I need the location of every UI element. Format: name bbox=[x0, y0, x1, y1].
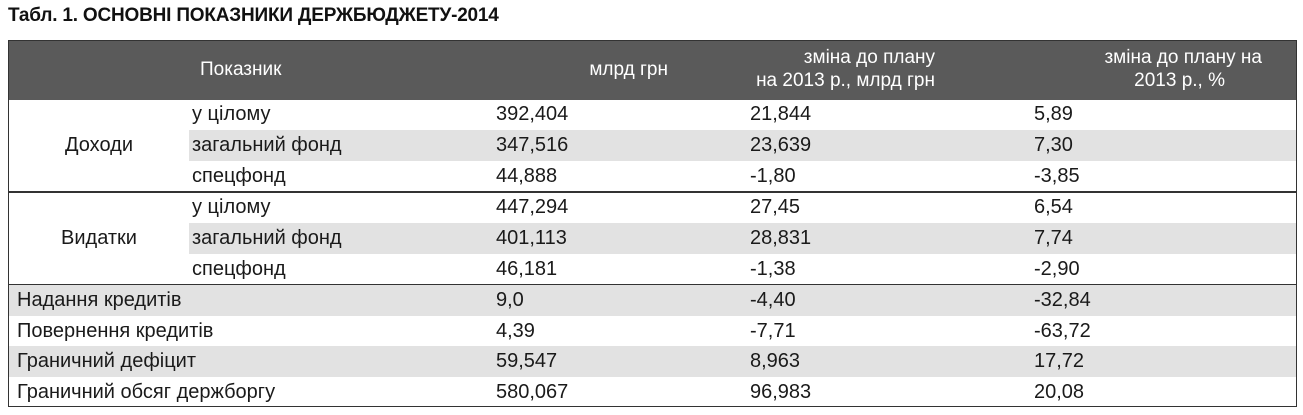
value-change-pct: 20,08 bbox=[1034, 380, 1085, 403]
value-bn: 401,113 bbox=[496, 227, 567, 249]
value-change-bn: 8,963 bbox=[750, 350, 801, 372]
value-change-bn: -1,38 bbox=[750, 258, 796, 280]
value-bn: 59,547 bbox=[496, 350, 558, 372]
row-label: у цілому bbox=[192, 196, 271, 218]
value-bn: 9,0 bbox=[496, 289, 524, 311]
value-change-bn: 21,844 bbox=[750, 103, 812, 125]
table-header: Показник млрд грн зміна до плану на 2013… bbox=[9, 41, 1296, 100]
value-change-pct: -63,72 bbox=[1034, 319, 1091, 342]
value-change-pct: -32,84 bbox=[1034, 289, 1091, 311]
row-label: Граничний обсяг держборгу bbox=[17, 380, 276, 403]
row-label: Надання кредитів bbox=[17, 289, 182, 311]
header-bn: млрд грн bbox=[589, 59, 668, 80]
value-change-bn: -4,40 bbox=[750, 289, 796, 311]
table-row: Надання кредитів 9,0 -4,40 -32,84 bbox=[9, 285, 1296, 316]
value-change-pct: 6,54 bbox=[1034, 196, 1073, 218]
row-label: спецфонд bbox=[192, 165, 286, 187]
header-indicator: Показник bbox=[200, 59, 282, 80]
table-row: у цілому 392,404 21,844 5,89 bbox=[9, 99, 1296, 130]
table-row: спецфонд 44,888 -1,80 -3,85 bbox=[9, 161, 1296, 192]
group-label: Доходи bbox=[65, 134, 133, 156]
value-change-bn: 28,831 bbox=[750, 227, 812, 249]
row-label: загальний фонд bbox=[192, 134, 342, 156]
row-label: Граничний дефіцит bbox=[17, 350, 197, 372]
table-row: спецфонд 46,181 -1,38 -2,90 bbox=[9, 254, 1296, 285]
value-change-pct: -2,90 bbox=[1034, 258, 1080, 280]
header-change-pct-line1: зміна до плану на bbox=[1104, 47, 1262, 68]
table-row: загальний фонд 401,113 28,831 7,74 bbox=[9, 223, 1296, 254]
value-bn: 44,888 bbox=[496, 165, 558, 187]
row-label: Повернення кредитів bbox=[17, 319, 214, 342]
table-row: Повернення кредитів 4,39 -7,71 -63,72 bbox=[9, 316, 1296, 347]
value-bn: 4,39 bbox=[496, 319, 535, 342]
row-label: спецфонд bbox=[192, 258, 286, 280]
value-change-bn: -7,71 bbox=[750, 319, 796, 342]
table-row: у цілому 447,294 27,45 6,54 bbox=[9, 192, 1296, 223]
value-bn: 347,516 bbox=[496, 134, 569, 156]
value-change-pct: 7,30 bbox=[1034, 134, 1073, 156]
row-label: загальний фонд bbox=[192, 227, 342, 249]
budget-table: Показник млрд грн зміна до плану на 2013… bbox=[8, 40, 1297, 407]
value-bn: 447,294 bbox=[496, 196, 569, 218]
value-bn: 580,067 bbox=[496, 380, 569, 403]
value-bn: 46,181 bbox=[496, 258, 558, 280]
table-row: загальний фонд 347,516 23,639 7,30 bbox=[9, 130, 1296, 161]
header-change-bn-line2: на 2013 р., млрд грн bbox=[756, 70, 935, 91]
value-change-bn: 23,639 bbox=[750, 134, 812, 156]
group-label: Видатки bbox=[61, 227, 137, 249]
value-change-bn: 96,983 bbox=[750, 380, 812, 403]
value-change-pct: 17,72 bbox=[1034, 350, 1085, 372]
table-row: Граничний дефіцит 59,547 8,963 17,72 bbox=[9, 346, 1296, 377]
header-change-bn-line1: зміна до плану bbox=[803, 47, 935, 68]
header-change-pct-line2: 2013 р., % bbox=[1134, 70, 1225, 91]
value-change-bn: -1,80 bbox=[750, 165, 796, 187]
value-change-pct: -3,85 bbox=[1034, 165, 1080, 187]
value-change-bn: 27,45 bbox=[750, 196, 801, 218]
value-change-pct: 7,74 bbox=[1034, 227, 1073, 249]
table-row: Граничний обсяг держборгу 580,067 96,983 20… bbox=[9, 377, 1296, 408]
value-bn: 392,404 bbox=[496, 103, 569, 125]
group-divider bbox=[9, 191, 1296, 193]
row-label: у цілому bbox=[192, 103, 271, 125]
value-change-pct: 5,89 bbox=[1034, 103, 1073, 125]
table-title: Табл. 1. ОСНОВНІ ПОКАЗНИКИ ДЕРЖБЮДЖЕТУ-2… bbox=[8, 5, 499, 26]
